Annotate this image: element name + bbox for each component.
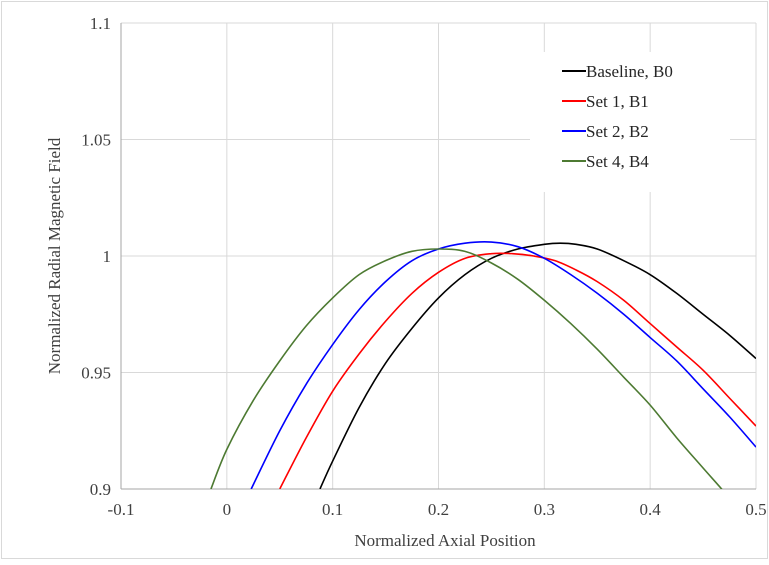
grid-lines (121, 22, 757, 489)
y-tick-label-1: 0.95 (81, 364, 111, 383)
legend-item-set4: Set 4, B4 (562, 152, 649, 171)
series-line-baseline (319, 242, 756, 489)
x-tick-label-6: 0.5 (745, 500, 766, 519)
y-tick-label-3: 1.05 (81, 131, 111, 150)
series-line-set4 (210, 248, 723, 489)
legend-item-set1: Set 1, B1 (562, 92, 649, 111)
y-tick-label-2: 1 (103, 247, 112, 266)
x-tick-label-3: 0.2 (428, 500, 449, 519)
legend-label-baseline: Baseline, B0 (586, 62, 673, 81)
y-tick-label-4: 1.1 (90, 14, 111, 33)
series-line-set1 (279, 252, 756, 489)
legend-item-set2: Set 2, B2 (562, 122, 649, 141)
x-tick-label-5: 0.4 (640, 500, 662, 519)
y-axis-title: Normalized Radial Magnetic Field (45, 137, 64, 374)
legend-label-set4: Set 4, B4 (586, 152, 649, 171)
legend-label-set1: Set 1, B1 (586, 92, 649, 111)
y-tick-label-0: 0.9 (90, 480, 111, 499)
legend-item-baseline: Baseline, B0 (562, 62, 673, 81)
x-tick-label-0: -0.1 (108, 500, 135, 519)
x-tick-label-2: 0.1 (322, 500, 343, 519)
legend: Baseline, B0 Set 1, B1 Set 2, B2 Set 4, … (530, 52, 730, 192)
axes (120, 23, 756, 490)
x-tick-label-4: 0.3 (534, 500, 555, 519)
x-tick-label-1: 0 (223, 500, 232, 519)
legend-label-set2: Set 2, B2 (586, 122, 649, 141)
x-axis-title: Normalized Axial Position (354, 531, 536, 550)
series-lines (210, 240, 756, 489)
series-line-set2 (250, 240, 756, 489)
tick-labels: -0.1 0 0.1 0.2 0.3 0.4 0.5 0.9 0.95 1 1.05 1.1 (81, 14, 766, 519)
legend-box (530, 52, 730, 192)
